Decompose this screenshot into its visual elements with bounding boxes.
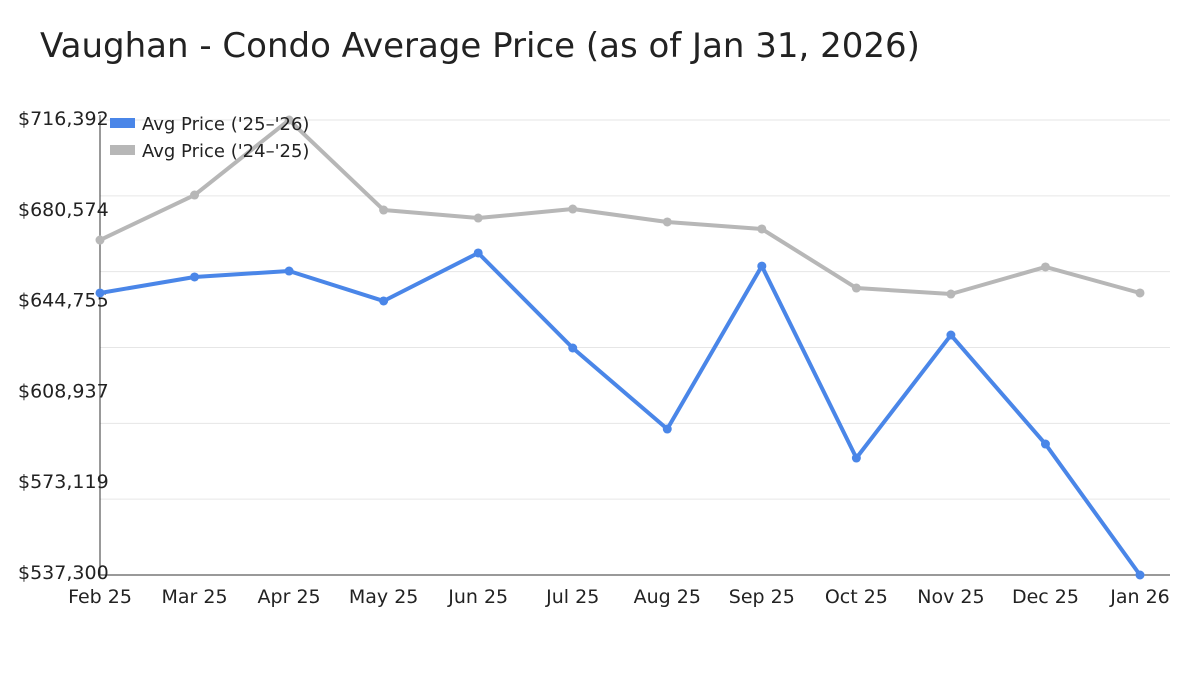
data-point — [379, 296, 389, 306]
data-point — [946, 330, 956, 340]
y-tick-label: $644,755 — [18, 290, 109, 312]
x-tick-label: Sep 25 — [729, 586, 795, 608]
data-point — [1135, 570, 1145, 580]
data-point — [568, 204, 578, 214]
data-point — [757, 224, 767, 234]
y-tick-label: $608,937 — [18, 380, 109, 402]
data-point — [1040, 439, 1050, 449]
data-point — [1040, 262, 1050, 272]
data-point — [473, 213, 483, 223]
x-tick-label: Feb 25 — [68, 586, 132, 608]
x-tick-label: Mar 25 — [162, 586, 228, 608]
data-point — [851, 453, 861, 463]
x-tick-label: Aug 25 — [634, 586, 701, 608]
x-tick-label: Jan 26 — [1109, 586, 1170, 608]
x-tick-label: Jun 25 — [447, 586, 508, 608]
y-tick-label: $537,300 — [18, 562, 109, 584]
x-tick-label: Jul 25 — [545, 586, 599, 608]
x-tick-label: Dec 25 — [1012, 586, 1079, 608]
data-point — [379, 205, 389, 215]
legend-swatch — [110, 118, 135, 128]
x-tick-label: Oct 25 — [825, 586, 888, 608]
data-point — [568, 343, 578, 353]
legend-label: Avg Price ('25–'26) — [142, 114, 309, 135]
series-line — [99, 250, 1142, 577]
legend-swatch — [110, 145, 135, 155]
data-point — [95, 235, 105, 245]
data-point — [946, 289, 956, 299]
data-point — [95, 288, 105, 298]
data-point — [473, 248, 483, 258]
data-point — [757, 261, 767, 271]
series-line — [99, 118, 1141, 297]
x-tick-label: Nov 25 — [917, 586, 984, 608]
data-point — [190, 272, 200, 282]
chart-title: Vaughan - Condo Average Price (as of Jan… — [40, 26, 920, 66]
data-point — [662, 217, 672, 227]
data-point — [284, 115, 294, 125]
legend-label: Avg Price ('24–'25) — [142, 141, 309, 162]
x-tick-label: Apr 25 — [258, 586, 321, 608]
data-point — [284, 266, 294, 276]
data-point — [190, 190, 200, 200]
y-tick-label: $573,119 — [18, 471, 109, 493]
y-tick-label: $680,574 — [18, 199, 109, 221]
data-point — [1135, 288, 1145, 298]
y-tick-label: $716,392 — [18, 108, 109, 130]
data-point — [851, 283, 861, 293]
x-tick-label: May 25 — [349, 586, 419, 608]
data-point — [662, 424, 672, 434]
